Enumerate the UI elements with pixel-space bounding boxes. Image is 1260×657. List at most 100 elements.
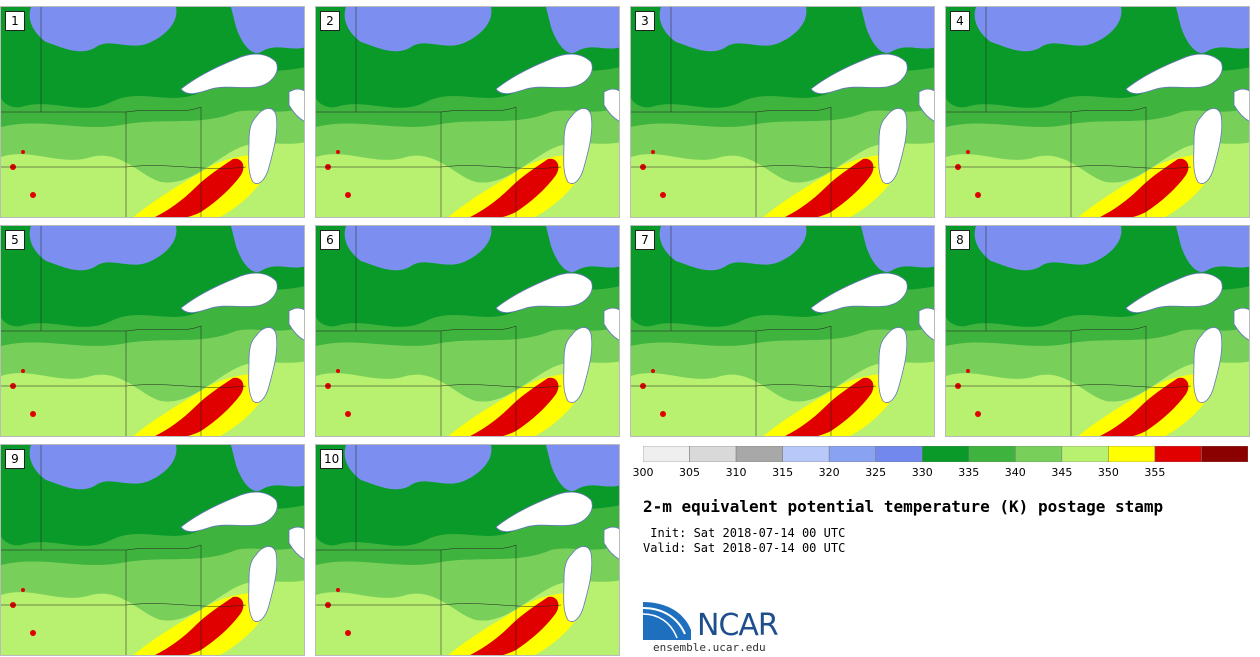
lake-huron <box>918 307 934 341</box>
field-320-325-ne <box>1176 226 1249 272</box>
field-320-325 <box>29 226 177 271</box>
field-355 <box>785 377 874 436</box>
valid-time: Valid: Sat 2018-07-14 00 UTC <box>643 541 846 555</box>
ensemble-member-map-2: 2 <box>315 6 620 218</box>
field-320-325 <box>29 445 177 490</box>
colorbar-swatch <box>921 446 970 462</box>
cell-355 <box>660 411 666 417</box>
colorbar-swatch <box>735 446 783 462</box>
cell-355 <box>975 192 981 198</box>
cell-355 <box>21 588 25 592</box>
colorbar-swatch <box>1154 446 1202 462</box>
lake-superior <box>810 53 908 94</box>
colorbar-tick-labels: 300 305 310 315 320 325 330 335 340 345 350 355 <box>633 466 1260 480</box>
cell-355 <box>966 150 970 154</box>
theta-e-map <box>1 7 304 217</box>
colorbar-swatch <box>1015 446 1063 462</box>
theta-e-map <box>1 445 304 655</box>
lake-huron <box>288 307 304 341</box>
colorbar-swatches <box>643 446 1248 462</box>
ensemble-url: ensemble.ucar.edu <box>653 641 766 654</box>
cell-355 <box>21 150 25 154</box>
lake-michigan <box>563 327 593 403</box>
field-320-325-ne <box>546 7 619 53</box>
colorbar-tick-label: 300 <box>632 466 654 479</box>
colorbar-tick-label: 320 <box>818 466 840 479</box>
cell-355 <box>21 369 25 373</box>
theta-e-map <box>316 226 619 436</box>
field-320-325 <box>29 7 177 52</box>
lake-huron <box>603 526 619 560</box>
lake-superior <box>180 491 278 532</box>
ensemble-member-map-7: 7 <box>630 225 935 437</box>
lake-huron <box>918 88 934 122</box>
colorbar-tick-label: 330 <box>911 466 933 479</box>
state-borders <box>316 226 562 436</box>
lake-michigan <box>1193 327 1223 403</box>
colorbar-tick-label: 345 <box>1051 466 1073 479</box>
field-320-325 <box>344 445 492 490</box>
colorbar-tick-label: 325 <box>865 466 887 479</box>
colorbar-swatch <box>1108 446 1156 462</box>
field-320-325-ne <box>861 226 934 272</box>
ncar-logo-icon <box>643 602 691 640</box>
state-borders <box>946 226 1192 436</box>
lake-michigan <box>248 327 278 403</box>
field-320-325 <box>974 226 1122 271</box>
lake-huron <box>1233 88 1249 122</box>
theta-e-map <box>1 226 304 436</box>
field-320-325-ne <box>546 445 619 491</box>
lake-superior <box>810 272 908 313</box>
lake-huron <box>288 526 304 560</box>
field-320-325-ne <box>861 7 934 53</box>
cell-355 <box>30 630 36 636</box>
state-borders <box>316 445 562 655</box>
theta-e-map <box>631 226 934 436</box>
member-number-label: 10 <box>320 449 344 469</box>
member-number-label: 5 <box>5 230 25 250</box>
colorbar-tick-label: 350 <box>1097 466 1119 479</box>
ensemble-member-map-8: 8 <box>945 225 1250 437</box>
colorbar-tick-label: 335 <box>958 466 980 479</box>
cell-355 <box>336 150 340 154</box>
state-borders <box>1 7 247 217</box>
colorbar-tick-label: 340 <box>1004 466 1026 479</box>
cell-355 <box>651 150 655 154</box>
cell-355 <box>966 369 970 373</box>
state-borders <box>631 7 877 217</box>
field-355 <box>155 158 244 217</box>
lake-superior <box>495 272 593 313</box>
colorbar <box>643 446 1248 462</box>
member-number-label: 1 <box>5 11 25 31</box>
state-borders <box>1 226 247 436</box>
theta-e-map <box>631 7 934 217</box>
field-320-325 <box>659 226 807 271</box>
state-borders <box>1 445 247 655</box>
colorbar-tick-label: 305 <box>679 466 701 479</box>
field-320-325-ne <box>231 226 304 272</box>
cell-355 <box>30 411 36 417</box>
field-320-325 <box>974 7 1122 52</box>
cell-355 <box>660 192 666 198</box>
ensemble-member-map-1: 1 <box>0 6 305 218</box>
ensemble-member-map-5: 5 <box>0 225 305 437</box>
lake-superior <box>495 53 593 94</box>
field-355 <box>470 158 559 217</box>
state-borders <box>946 7 1192 217</box>
state-borders <box>631 226 877 436</box>
lake-michigan <box>878 327 908 403</box>
lake-michigan <box>248 546 278 622</box>
field-355 <box>785 158 874 217</box>
lake-superior <box>180 272 278 313</box>
colorbar-tick-label: 315 <box>772 466 794 479</box>
field-355 <box>155 596 244 655</box>
field-355 <box>470 377 559 436</box>
field-355 <box>470 596 559 655</box>
colorbar-swatch <box>1061 446 1109 462</box>
colorbar-swatch <box>689 446 737 462</box>
field-320-325-ne <box>546 226 619 272</box>
field-355 <box>1100 158 1189 217</box>
figure-title: 2-m equivalent potential temperature (K)… <box>643 497 1164 516</box>
ensemble-member-map-10: 10 <box>315 444 620 656</box>
field-320-325 <box>659 7 807 52</box>
